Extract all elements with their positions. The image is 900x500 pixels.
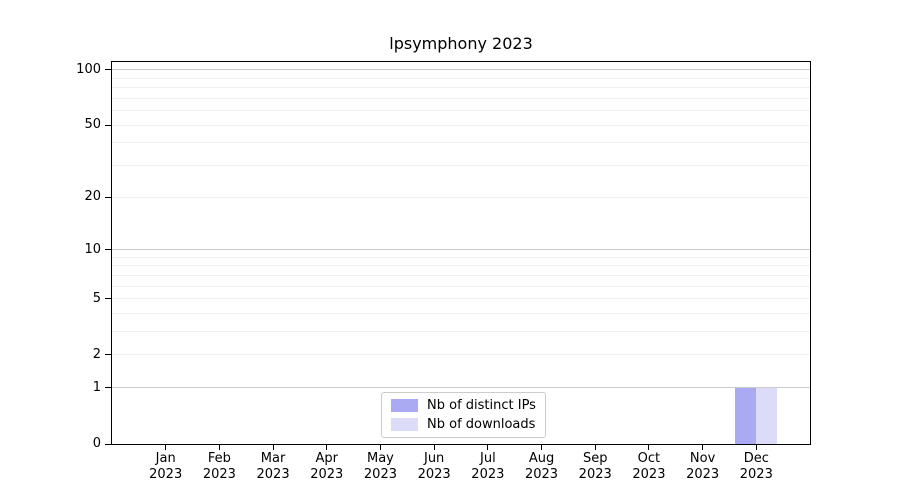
y-gridline-minor (112, 274, 810, 276)
x-tick-year: 2023 (739, 467, 773, 482)
legend-item: Nb of downloads (391, 416, 536, 433)
y-tick-label: 2 (92, 346, 101, 362)
x-tick-month: Jan (155, 451, 176, 466)
y-gridline-minor (112, 87, 810, 89)
x-tick-month: Dec (743, 451, 769, 466)
y-tick-mark (105, 124, 112, 126)
y-tick-label: 10 (84, 241, 101, 257)
bar-dec-2023-nb-of-downloads (756, 387, 778, 444)
plot-area (111, 61, 811, 445)
x-tick-year: 2023 (149, 467, 183, 482)
x-tick-month: Feb (207, 451, 231, 466)
x-tick-year: 2023 (417, 467, 451, 482)
x-tick-label: Dec 2023 (724, 451, 788, 483)
x-tick-label: Aug 2023 (510, 451, 574, 483)
y-tick-mark (105, 249, 112, 250)
y-gridline-minor (112, 164, 810, 166)
y-gridline-major (112, 249, 810, 250)
x-tick-mark (433, 445, 435, 450)
x-tick-year: 2023 (578, 467, 612, 482)
y-gridline-minor (112, 298, 810, 300)
x-tick-label: Mar 2023 (241, 451, 305, 483)
y-tick-label: 5 (92, 290, 101, 306)
x-tick-label: Apr 2023 (295, 451, 359, 483)
x-tick-mark (541, 445, 543, 450)
y-gridline-minor (112, 285, 810, 287)
legend-swatch-nb-of-downloads (391, 418, 418, 431)
y-tick-label: 100 (76, 61, 101, 77)
x-tick-mark (594, 445, 596, 450)
y-gridline-minor (112, 124, 810, 126)
x-tick-mark (755, 445, 757, 450)
y-tick-label: 0 (92, 436, 101, 451)
legend-swatch-nb-of-distinct-ips (391, 399, 418, 412)
x-tick-mark (379, 445, 381, 450)
y-gridline-minor (112, 196, 810, 198)
y-gridline-minor (112, 312, 810, 314)
x-tick-month: Apr (315, 451, 339, 466)
legend: Nb of distinct IPs Nb of downloads (381, 392, 546, 438)
y-tick-label: 20 (84, 189, 101, 205)
y-tick-mark (105, 196, 112, 198)
x-tick-year: 2023 (686, 467, 720, 482)
x-tick-label: Sep 2023 (563, 451, 627, 483)
chart-title: lpsymphony 2023 (389, 34, 533, 53)
x-tick-year: 2023 (310, 467, 344, 482)
x-tick-month: Jul (480, 451, 496, 466)
y-tick-label: 50 (84, 117, 101, 133)
y-gridline-minor (112, 354, 810, 356)
x-tick-mark (165, 445, 167, 450)
y-gridline-major (112, 69, 810, 71)
x-tick-year: 2023 (256, 467, 290, 482)
x-tick-mark (648, 445, 650, 450)
x-tick-year: 2023 (524, 467, 559, 482)
y-gridline-major (112, 387, 810, 389)
y-tick-mark (105, 387, 112, 389)
x-tick-label: May 2023 (348, 451, 412, 483)
y-gridline-minor (112, 97, 810, 99)
legend-label: Nb of downloads (427, 417, 536, 432)
x-tick-mark (218, 445, 220, 450)
x-tick-month: Jun (423, 451, 445, 466)
x-tick-mark (272, 445, 274, 450)
x-tick-month: Aug (528, 451, 555, 466)
legend-item: Nb of distinct IPs (391, 397, 536, 414)
x-tick-month: Mar (260, 451, 286, 466)
y-tick-mark (105, 298, 112, 300)
y-gridline-minor (112, 110, 810, 112)
x-tick-label: Feb 2023 (187, 451, 251, 483)
y-gridline-minor (112, 77, 810, 79)
y-gridline-minor (112, 265, 810, 267)
x-tick-label: Jan 2023 (134, 451, 198, 483)
x-tick-month: Sep (582, 451, 608, 466)
y-tick-mark (105, 443, 112, 445)
x-tick-label: Jun 2023 (402, 451, 466, 483)
bar-dec-2023-nb-of-distinct-ips (735, 387, 757, 444)
x-tick-label: Oct 2023 (617, 451, 681, 483)
y-gridline-minor (112, 256, 810, 258)
y-tick-label: 1 (92, 379, 101, 395)
x-tick-year: 2023 (471, 467, 505, 482)
x-tick-year: 2023 (632, 467, 666, 482)
x-tick-month: May (367, 451, 394, 466)
x-tick-month: Nov (689, 451, 716, 466)
x-tick-mark (702, 445, 704, 450)
x-tick-mark (326, 445, 328, 450)
x-tick-label: Nov 2023 (671, 451, 735, 483)
y-tick-mark (105, 69, 112, 71)
x-tick-label: Jul 2023 (456, 451, 520, 483)
y-gridline-minor (112, 142, 810, 144)
legend-label: Nb of distinct IPs (427, 398, 536, 413)
y-tick-mark (105, 354, 112, 356)
y-gridline-minor (112, 331, 810, 333)
x-tick-year: 2023 (202, 467, 236, 482)
x-tick-month: Oct (637, 451, 661, 466)
x-tick-year: 2023 (363, 467, 397, 482)
x-tick-mark (487, 445, 489, 450)
